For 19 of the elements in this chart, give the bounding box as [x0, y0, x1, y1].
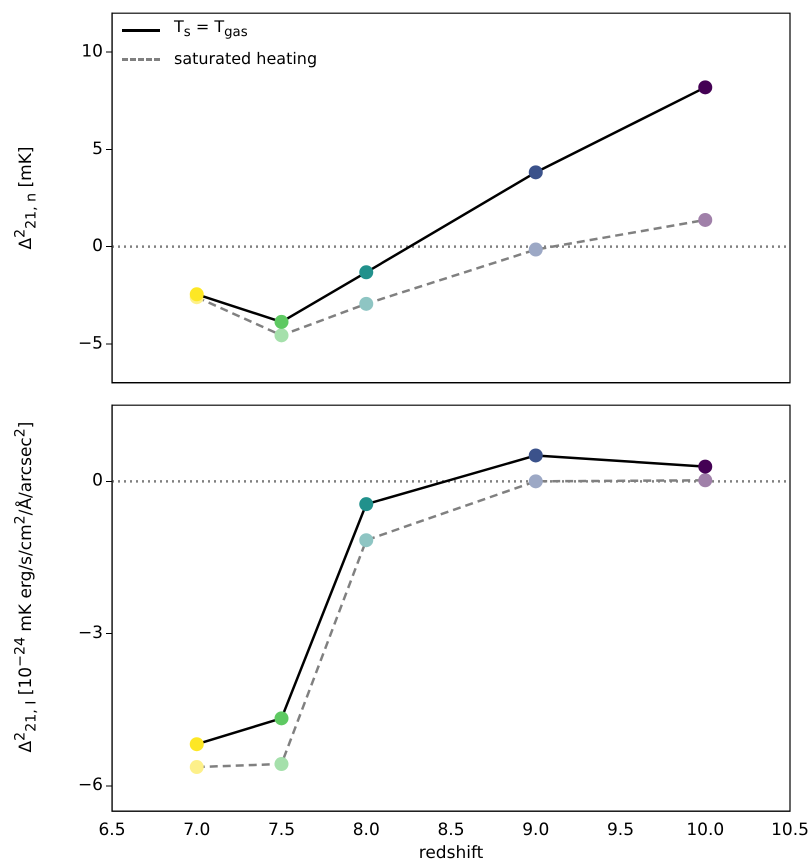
- y-tick-label: −6: [78, 775, 103, 796]
- x-tick-label: 8.0: [352, 820, 380, 840]
- x-tick-label: 6.5: [98, 820, 126, 840]
- y-tick-label: 10: [81, 42, 103, 62]
- x-tick-label: 10.0: [686, 820, 724, 840]
- legend-label: T$_{s}$ = T$_{gas}$: [174, 16, 248, 42]
- y-tick-label: −3: [78, 622, 103, 643]
- x-tick-label: 10.5: [771, 820, 809, 840]
- y-tick-label: 5: [92, 138, 103, 159]
- x-tick-label: 9.0: [522, 820, 550, 840]
- y-tick-label: −5: [78, 333, 103, 354]
- x-axis-title: redshift: [418, 843, 484, 864]
- x-tick-label: 7.0: [183, 820, 210, 840]
- x-tick-label: 7.5: [268, 820, 296, 840]
- x-tick-label: 8.5: [437, 820, 465, 840]
- y-tick-label: 0: [92, 470, 103, 491]
- legend-label: saturated heating: [174, 48, 318, 70]
- x-tick-label: 9.5: [606, 820, 634, 840]
- y-tick-label: 0: [92, 236, 103, 256]
